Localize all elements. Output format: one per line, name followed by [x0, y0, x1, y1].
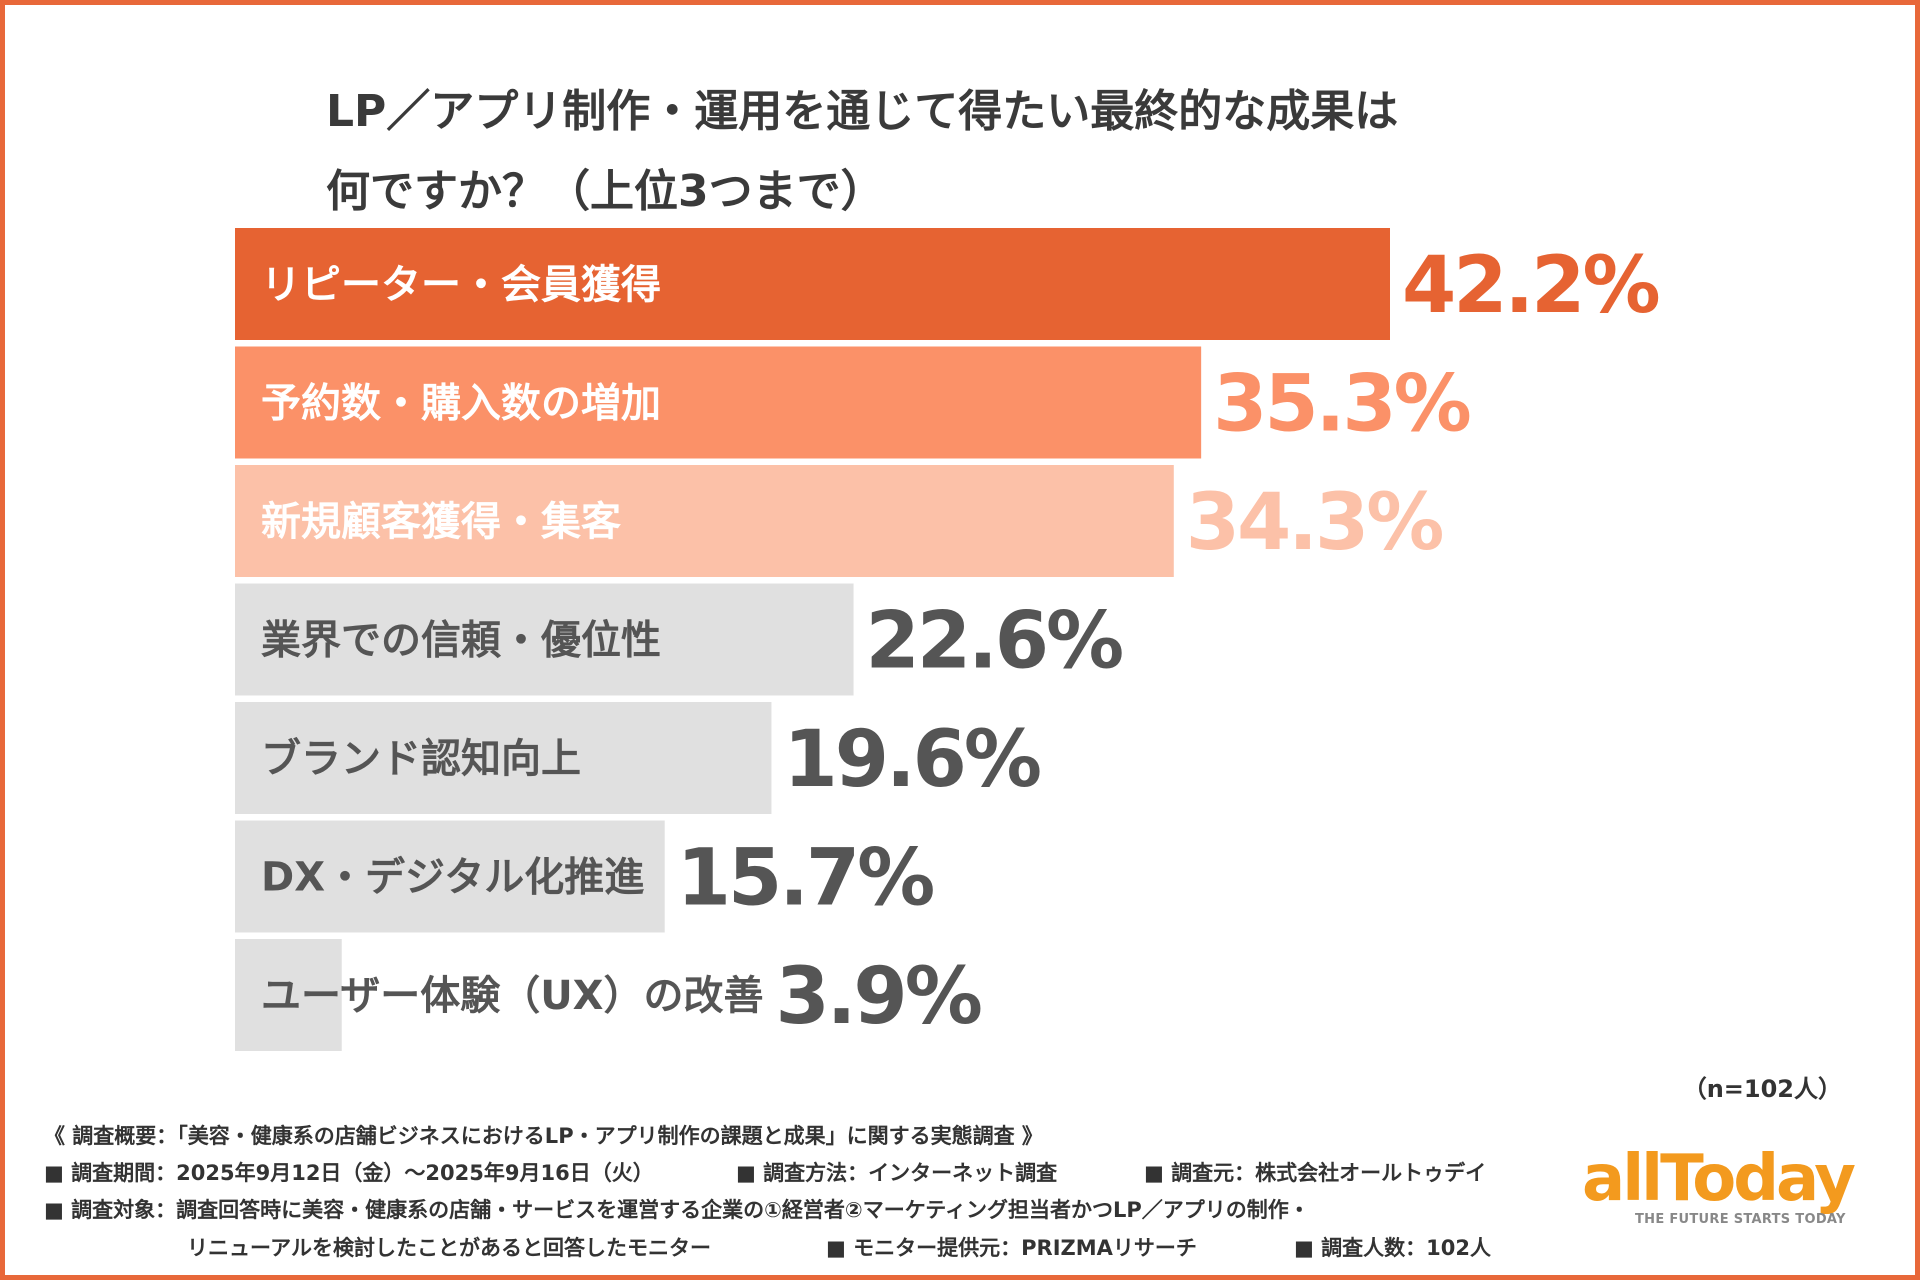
survey-target-line2: リニューアルを検討したことがあると回答したモニター — [187, 1236, 711, 1260]
chart-title-line2: 何ですか？（上位3つまで） — [326, 166, 885, 217]
bar — [235, 465, 1174, 577]
bar-group: 予約数・購入数の増加 35.3% — [235, 346, 1473, 459]
sample-size-note: （n=102人） — [1682, 1075, 1842, 1103]
bar — [235, 228, 1390, 340]
survey-period: ■ 調査期間：2025年9月12日（金）〜2025年9月16日（火） — [44, 1161, 654, 1185]
bar-group: 新規顧客獲得・集客 34.3% — [235, 465, 1445, 577]
bar-category-label: ブランド認知向上 — [261, 736, 581, 782]
bar-chart: リピーター・会員獲得 42.2% 予約数・購入数の増加 35.3% 新規顧客獲得・集客 3… — [235, 228, 1661, 1051]
bar-group: リピーター・会員獲得 42.2% — [235, 228, 1661, 340]
bar-group: ブランド認知向上 19.6% — [235, 702, 1043, 814]
alltoday-logo: allToday THE FUTURE STARTS TODAY — [1582, 1142, 1894, 1230]
bar-value-label: 19.6% — [783, 715, 1039, 805]
survey-method: ■ 調査方法：インターネット調査 — [736, 1161, 1058, 1185]
bar-value-label: 42.2% — [1402, 241, 1658, 331]
logo-wordmark: allToday — [1582, 1142, 1856, 1216]
bar-value-label: 3.9% — [776, 952, 981, 1042]
bar — [235, 583, 854, 696]
chart-title: LP／アプリ制作・運用を通じて得たい最終的な成果は 何ですか？（上位3つまで） — [326, 72, 1726, 232]
chart-title-line1: LP／アプリ制作・運用を通じて得たい最終的な成果は — [326, 86, 1399, 137]
bar-group: ユーザー体験（UX）の改善 3.9% — [235, 939, 984, 1051]
bar-group: 業界での信頼・優位性 22.6% — [235, 583, 1125, 696]
logo-tagline: THE FUTURE STARTS TODAY — [1635, 1212, 1846, 1227]
bar-value-label: 22.6% — [866, 597, 1122, 687]
survey-title: 《 調査概要：「美容・健康系の店舗ビジネスにおけるLP・アプリ制作の課題と成果」… — [44, 1124, 1043, 1148]
bar-category-label: ユーザー体験（UX）の改善 — [261, 973, 764, 1019]
bar-category-label: 予約数・購入数の増加 — [261, 381, 661, 427]
bar — [235, 346, 1202, 459]
bar — [235, 702, 772, 814]
survey-organizer: ■ 調査元：株式会社オールトゥデイ — [1144, 1161, 1487, 1185]
monitor-provider: ■ モニター提供元：PRIZMAリサーチ — [826, 1236, 1197, 1260]
bar-category-label: リピーター・会員獲得 — [261, 262, 661, 308]
bar — [235, 939, 342, 1051]
respondent-count: ■ 調査人数：102人 — [1294, 1236, 1491, 1260]
bar-value-label: 35.3% — [1213, 360, 1469, 450]
bar-value-label: 15.7% — [677, 834, 933, 924]
bar-group: DX・デジタル化推進 15.7% — [235, 820, 936, 933]
bar-category-label: 新規顧客獲得・集客 — [261, 499, 621, 545]
bar-category-label: DX・デジタル化推進 — [261, 855, 644, 901]
bar-value-label: 34.3% — [1186, 478, 1442, 568]
survey-target-line1: ■ 調査対象：調査回答時に美容・健康系の店舗・サービスを運営する企業の①経営者②… — [44, 1198, 1310, 1222]
bar — [235, 820, 665, 933]
bar-category-label: 業界での信頼・優位性 — [261, 618, 661, 664]
